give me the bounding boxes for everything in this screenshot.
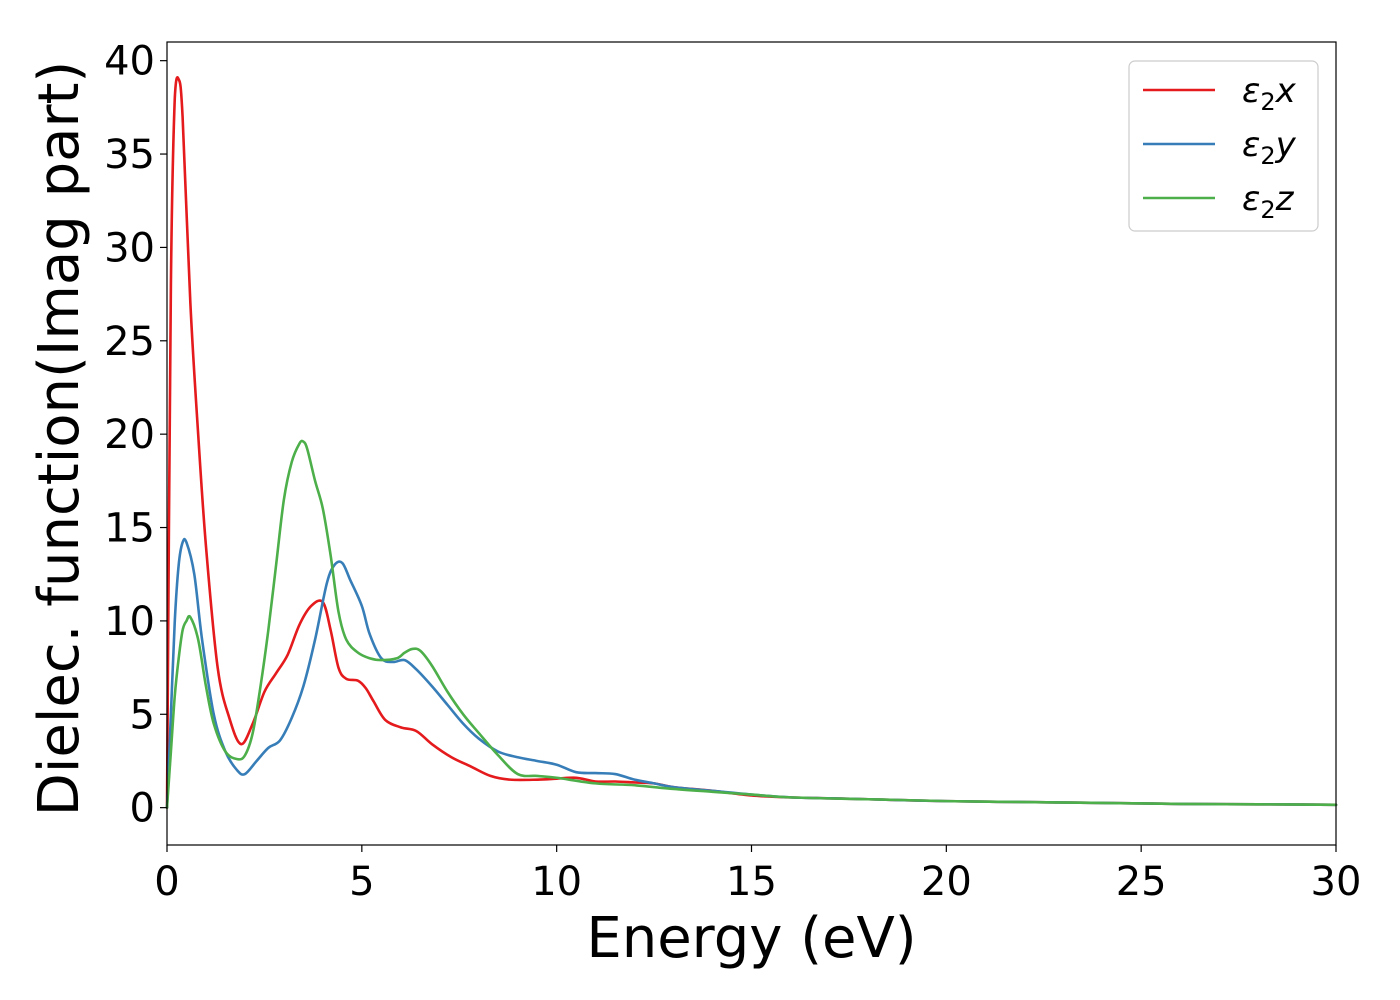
- x-tick-label: 0: [154, 859, 179, 905]
- series-line-z: [165, 439, 1338, 809]
- x-tick-label: 15: [726, 859, 777, 905]
- series-layer: [165, 76, 1338, 809]
- legend-label-x: ε2x: [1242, 71, 1297, 116]
- legend-label-y: ε2y: [1242, 125, 1297, 170]
- y-tick-label: 0: [130, 786, 155, 832]
- y-axis-ticks: 0 5 10 15 20 25 30 35 40: [104, 39, 167, 832]
- y-tick-label: 25: [104, 319, 155, 365]
- x-axis-ticks: 0 5 10 15 20 25 30: [154, 845, 1361, 905]
- y-tick-label: 30: [104, 225, 155, 271]
- x-tick-label: 30: [1311, 859, 1362, 905]
- y-tick-label: 40: [104, 39, 155, 85]
- y-tick-label: 20: [104, 412, 155, 458]
- legend-box: [1128, 60, 1319, 232]
- y-tick-label: 10: [104, 599, 155, 645]
- x-tick-label: 10: [531, 859, 582, 905]
- legend: ε2x ε2y ε2z: [1128, 60, 1319, 232]
- y-tick-label: 5: [130, 692, 155, 738]
- x-tick-label: 25: [1116, 859, 1167, 905]
- y-axis-title: Dielec. function(Imag part): [27, 61, 92, 817]
- y-tick-label: 15: [104, 506, 155, 552]
- y-tick-label: 35: [104, 132, 155, 178]
- x-tick-label: 20: [921, 859, 972, 905]
- x-axis-title: Energy (eV): [586, 906, 916, 971]
- legend-label-z: ε2z: [1242, 179, 1295, 224]
- x-tick-label: 5: [349, 859, 374, 905]
